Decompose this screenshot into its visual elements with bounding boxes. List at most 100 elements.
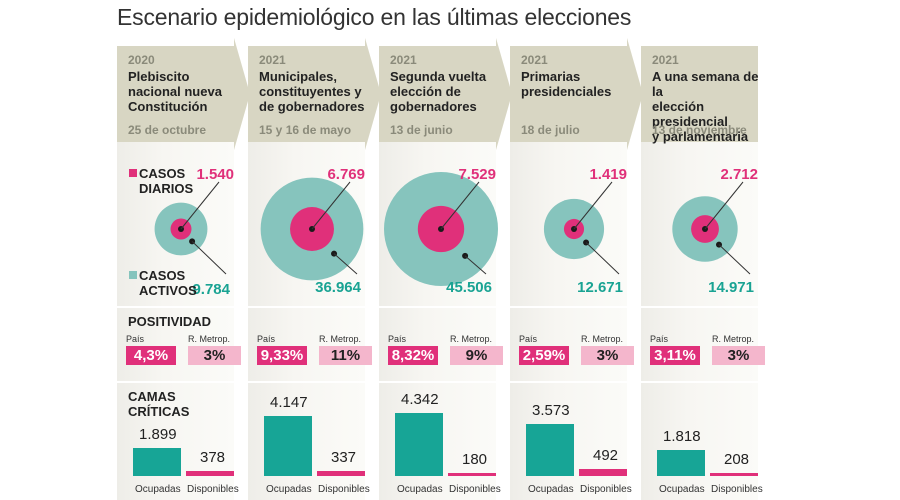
section-divider — [248, 306, 365, 308]
event-title-line: y parlamentaria — [652, 129, 749, 144]
occupied-value: 3.573 — [532, 402, 570, 420]
occupied-value: 4.342 — [401, 391, 439, 408]
event-title-line: Primarias — [521, 69, 581, 84]
daily-leader-line — [440, 181, 480, 230]
rm-label: R. Metrop. — [712, 334, 755, 344]
occupied-label: Ocupadas — [397, 484, 443, 495]
occupied-label: Ocupadas — [135, 484, 181, 495]
event-title-line: presidenciales — [521, 84, 612, 99]
event-title: Plebiscito nacional nueva Constitución — [128, 69, 248, 114]
event-title: Segunda vuelta elección de gobernadores — [390, 69, 510, 114]
event-title-line: constituyentes y — [259, 84, 362, 99]
section-divider — [117, 306, 234, 308]
section-divider — [379, 306, 496, 308]
pais-label: País — [126, 334, 145, 344]
column-2: 2021 Municipales, constituyentes y de gober… — [248, 38, 381, 500]
cases-circles — [260, 177, 364, 281]
daily-cases-value: 1.419 — [589, 166, 627, 183]
available-bar — [317, 471, 365, 476]
daily-leader-line — [704, 181, 744, 230]
available-bar — [186, 470, 234, 476]
pais-label: País — [257, 334, 276, 344]
column-header: 2021 Segunda vuelta elección de gobernadore… — [379, 46, 496, 142]
section-divider — [248, 381, 365, 383]
event-title-line: Segunda vuelta — [390, 69, 487, 84]
column-1: 2020 Plebiscito nacional nueva Constitución… — [117, 38, 250, 500]
event-title-line: elección de — [390, 84, 461, 99]
positivity-title: POSITIVIDAD — [128, 314, 212, 329]
event-title: A una semana de la elección presidencial y… — [652, 69, 772, 144]
occupied-value: 4.147 — [270, 393, 308, 411]
daily-legend-label: CASOS — [139, 166, 186, 181]
available-value: 492 — [593, 446, 619, 464]
rm-positivity-value: 3% — [188, 346, 241, 365]
arrow-pointer — [627, 38, 643, 150]
daily-legend-label-2: DIARIOS — [139, 181, 194, 196]
occupied-label: Ocupadas — [659, 484, 705, 495]
active-cases-value: 36.964 — [315, 279, 361, 296]
active-leader-line — [333, 253, 358, 275]
column-header: 2021 Primarias presidenciales 18 de julio — [510, 46, 627, 142]
event-date: 18 de julio — [521, 123, 580, 137]
available-value: 378 — [200, 448, 226, 466]
daily-cases-value: 6.769 — [327, 166, 365, 183]
available-label: Disponibles — [449, 484, 501, 495]
rm-positivity-value: 11% — [319, 346, 372, 365]
event-title-line: Municipales, — [259, 69, 338, 84]
daily-leader-line — [573, 181, 613, 230]
active-legend-swatch — [129, 271, 137, 279]
event-title-line: Plebiscito — [128, 69, 190, 84]
rm-label: R. Metrop. — [450, 334, 493, 344]
pais-label: País — [650, 334, 669, 344]
arrow-pointer — [496, 38, 512, 150]
rm-positivity-value: 3% — [581, 346, 634, 365]
cases-circles — [672, 181, 751, 275]
pais-positivity-value: 2,59% — [519, 346, 569, 365]
active-cases-value: 12.671 — [577, 279, 623, 296]
rm-positivity-value: 9% — [450, 346, 503, 365]
rm-positivity-value: 3% — [712, 346, 765, 365]
active-leader-line — [191, 241, 227, 275]
event-title-line: gobernadores — [390, 99, 477, 114]
section-divider — [641, 381, 758, 383]
section-divider — [510, 306, 627, 308]
occupied-label: Ocupadas — [528, 484, 574, 495]
section-divider — [379, 381, 496, 383]
available-value: 208 — [724, 450, 750, 468]
occupied-bar — [133, 448, 181, 476]
infographic-title: Escenario epidemiológico en las últimas … — [117, 4, 632, 30]
cases-circles — [154, 181, 227, 275]
cases-circles — [384, 172, 498, 286]
column-4: 2021 Primarias presidenciales 18 de julio 1.… — [510, 38, 643, 500]
available-value: 337 — [331, 449, 357, 467]
available-label: Disponibles — [711, 484, 763, 495]
active-legend-label: CASOS — [139, 268, 186, 283]
available-bar — [448, 473, 496, 476]
event-date: 13 de noviembre — [652, 123, 747, 137]
occupied-label: Ocupadas — [266, 484, 312, 495]
pais-positivity-value: 3,11% — [650, 346, 700, 365]
occupied-bar — [395, 413, 443, 476]
daily-cases-value: 2.712 — [720, 166, 758, 183]
year-label: 2021 — [259, 53, 286, 67]
daily-leader-line — [311, 181, 351, 230]
year-label: 2021 — [652, 53, 679, 67]
active-cases-value: 9.784 — [192, 281, 230, 298]
event-title-line: A una semana de la — [652, 69, 759, 99]
year-label: 2021 — [521, 53, 548, 67]
active-legend-label-2: ACTIVOS — [139, 283, 197, 298]
pais-label: País — [519, 334, 538, 344]
column-header: 2021 Municipales, constituyentes y de gober… — [248, 46, 365, 142]
event-title-line: nacional nueva — [128, 84, 222, 99]
event-title-line: elección presidencial — [652, 99, 728, 129]
event-title-line: Constitución — [128, 99, 208, 114]
pais-positivity-value: 9,33% — [257, 346, 307, 365]
section-divider — [117, 381, 234, 383]
available-value: 180 — [462, 451, 488, 468]
column-5: 2021 A una semana de la elección presidenc… — [641, 46, 765, 500]
daily-cases-value: 7.529 — [458, 166, 496, 183]
available-label: Disponibles — [580, 484, 632, 495]
pais-positivity-value: 4,3% — [126, 346, 176, 365]
occupied-value: 1.818 — [663, 427, 701, 445]
event-title: Primarias presidenciales — [521, 69, 641, 99]
